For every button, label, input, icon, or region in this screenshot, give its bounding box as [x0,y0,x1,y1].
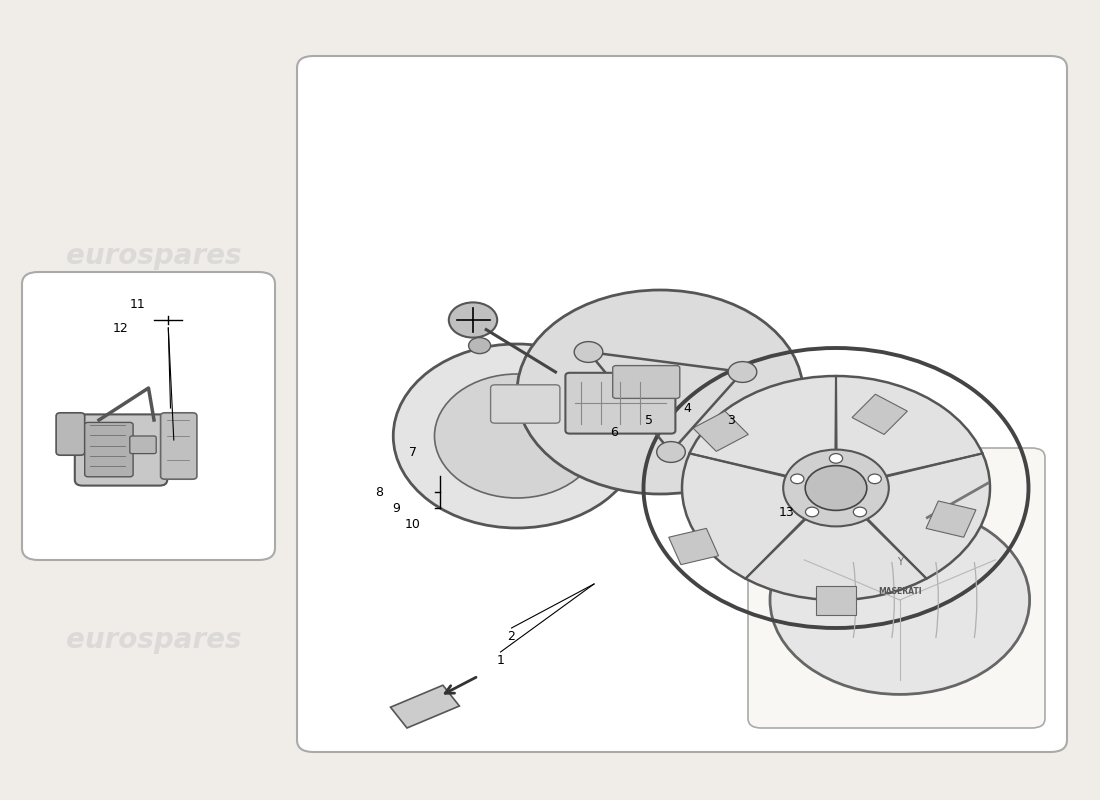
Text: 5: 5 [645,414,653,426]
Text: 2: 2 [507,630,516,642]
FancyBboxPatch shape [491,385,560,423]
Circle shape [783,450,889,526]
Circle shape [449,302,497,338]
FancyBboxPatch shape [613,366,680,398]
Text: 8: 8 [375,486,384,498]
FancyBboxPatch shape [56,413,85,455]
Circle shape [854,507,867,517]
Text: 13: 13 [779,506,794,518]
Circle shape [682,376,990,600]
Text: eurospares: eurospares [814,626,990,654]
FancyBboxPatch shape [748,448,1045,728]
Circle shape [805,466,867,510]
Bar [926,501,976,538]
Text: 1: 1 [496,654,505,666]
Circle shape [657,442,685,462]
Bar [816,586,856,615]
FancyBboxPatch shape [22,272,275,560]
FancyBboxPatch shape [297,56,1067,752]
FancyBboxPatch shape [130,436,156,454]
Circle shape [829,454,843,463]
Text: 3: 3 [727,414,736,426]
Text: 6: 6 [609,426,618,438]
FancyBboxPatch shape [85,422,133,477]
Text: 11: 11 [130,298,145,310]
FancyBboxPatch shape [565,373,675,434]
Circle shape [728,362,757,382]
FancyBboxPatch shape [75,414,167,486]
Text: eurospares: eurospares [66,626,242,654]
Text: 7: 7 [408,446,417,458]
Text: 12: 12 [113,322,129,334]
Bar [390,686,460,728]
Ellipse shape [394,344,640,528]
Text: 10: 10 [405,518,420,530]
Circle shape [574,342,603,362]
Text: eurospares: eurospares [814,242,990,270]
FancyBboxPatch shape [161,413,197,479]
Text: eurospares: eurospares [66,242,242,270]
Circle shape [770,506,1030,694]
Ellipse shape [434,374,600,498]
Bar [852,394,907,434]
Text: Y: Y [896,557,903,566]
Text: 4: 4 [683,402,692,414]
Circle shape [868,474,881,484]
Text: eurospares: eurospares [462,626,638,654]
Text: eurospares: eurospares [462,242,638,270]
Text: MASERATI: MASERATI [878,587,922,597]
Bar [693,411,748,451]
Circle shape [791,474,804,484]
Circle shape [469,338,491,354]
Text: 9: 9 [392,502,400,514]
Ellipse shape [517,290,803,494]
Bar [669,528,718,565]
Circle shape [805,507,818,517]
